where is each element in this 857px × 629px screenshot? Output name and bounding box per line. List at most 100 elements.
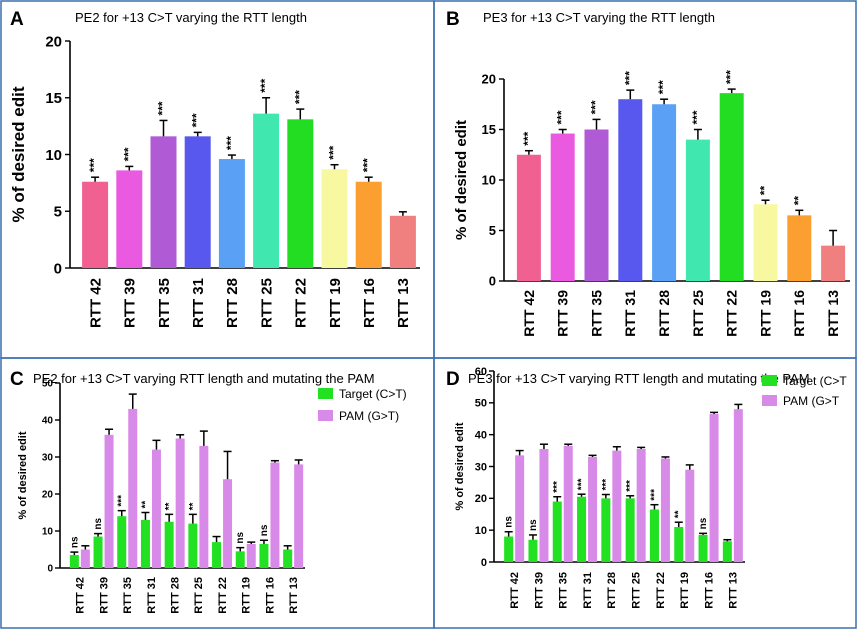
x-tick-label: RTT 25 [631, 572, 643, 609]
y-tick-label: 30 [42, 453, 54, 464]
bar [787, 215, 812, 281]
x-tick-label: RTT 13 [395, 278, 412, 328]
bar [235, 551, 245, 568]
y-tick-label: 20 [482, 72, 496, 87]
bar [504, 536, 514, 562]
significance-label: *** [292, 90, 306, 104]
y-tick-label: 50 [475, 398, 487, 410]
x-tick-label: RTT 28 [224, 278, 241, 328]
bar [389, 215, 416, 268]
bar [116, 170, 143, 268]
significance-label: ns [69, 536, 80, 548]
y-tick-label: 30 [475, 461, 487, 473]
x-tick-label: RTT 22 [724, 290, 740, 337]
chart-title: PE3 for +13 C>T varying RTT length and m… [468, 371, 810, 386]
significance-label: ns [259, 524, 270, 536]
significance-label: *** [577, 478, 588, 490]
significance-label: ns [698, 517, 709, 529]
bar [709, 413, 719, 562]
bar [294, 464, 304, 568]
bar [199, 445, 209, 568]
chart-title: PE2 for +13 C>T varying RTT length and m… [33, 371, 375, 386]
significance-label: *** [625, 480, 636, 492]
significance-label: ** [674, 510, 685, 518]
panel-a: A PE2 for +13 C>T varying the RTT length 0… [9, 9, 420, 328]
significance-label: *** [121, 147, 135, 161]
y-tick-label: 40 [42, 416, 54, 427]
legend-label: Target (C>T [783, 374, 847, 388]
x-tick-label: RTT 35 [588, 290, 604, 337]
legend-swatch [318, 388, 333, 399]
legend-label: Target (C>T) [339, 387, 407, 401]
significance-label: *** [724, 70, 738, 84]
x-tick-label: RTT 13 [728, 572, 740, 609]
x-tick-label: RTT 31 [582, 572, 594, 609]
x-tick-label: RTT 39 [98, 577, 110, 614]
significance-label: *** [521, 131, 535, 145]
panel-d: D PE3 for +13 C>T varying RTT length and … [446, 366, 847, 609]
x-tick-label: RTT 19 [327, 278, 344, 328]
bar [601, 498, 611, 562]
significance-label: *** [690, 110, 704, 124]
bar [321, 169, 348, 268]
bar [550, 133, 575, 281]
significance-label: ** [188, 502, 199, 510]
panel-letter: B [446, 9, 460, 30]
significance-label: ns [235, 532, 246, 544]
panel-b: B PE3 for +13 C>T varying the RTT length 0… [446, 9, 850, 337]
significance-label: *** [190, 113, 204, 127]
y-tick-label: 15 [45, 90, 62, 107]
significance-label: *** [87, 158, 101, 172]
x-tick-label: RTT 25 [193, 577, 205, 614]
x-tick-label: RTT 16 [703, 572, 715, 609]
bar [821, 245, 846, 281]
bar [175, 438, 185, 568]
bar [253, 113, 280, 268]
legend-swatch [318, 410, 333, 421]
significance-label: *** [622, 71, 636, 85]
bar [618, 99, 643, 281]
x-tick-label: RTT 28 [606, 572, 618, 609]
bar [719, 93, 744, 281]
y-tick-label: 10 [482, 173, 496, 188]
bar [128, 408, 138, 568]
bar [259, 543, 269, 568]
y-axis-label: % of desired edit [9, 86, 28, 222]
y-axis-label: % of desired edit [453, 120, 470, 240]
x-tick-label: RTT 31 [622, 290, 638, 337]
bar [117, 516, 127, 568]
legend-swatch [762, 395, 777, 406]
x-tick-label: RTT 42 [75, 577, 87, 614]
bar [515, 455, 525, 562]
bar [516, 154, 541, 281]
bar [552, 501, 562, 562]
bar [218, 159, 245, 268]
bar [636, 448, 646, 562]
x-tick-label: RTT 31 [146, 577, 158, 614]
significance-label: *** [258, 78, 272, 92]
panel-letter: D [446, 369, 460, 390]
y-tick-label: 0 [489, 274, 496, 289]
bar [539, 448, 549, 562]
significance-label: ns [93, 517, 104, 529]
significance-label: *** [361, 158, 375, 172]
y-axis-label: % of desired edit [17, 431, 29, 519]
bar [188, 523, 198, 568]
x-tick-label: RTT 22 [655, 572, 667, 609]
x-tick-label: RTT 35 [156, 278, 173, 328]
bar [577, 496, 587, 562]
y-tick-label: 15 [482, 122, 496, 137]
bar [104, 434, 114, 568]
significance-label: *** [555, 110, 569, 124]
y-tick-label: 10 [42, 527, 54, 538]
x-tick-label: RTT 19 [757, 290, 773, 337]
significance-label: *** [649, 489, 660, 501]
x-tick-label: RTT 28 [656, 290, 672, 337]
x-tick-label: RTT 19 [241, 577, 253, 614]
y-tick-label: 60 [475, 366, 487, 378]
x-tick-label: RTT 25 [258, 278, 275, 328]
significance-label: *** [656, 80, 670, 94]
significance-label: *** [589, 100, 603, 114]
bar [588, 456, 598, 562]
bar [270, 462, 280, 568]
